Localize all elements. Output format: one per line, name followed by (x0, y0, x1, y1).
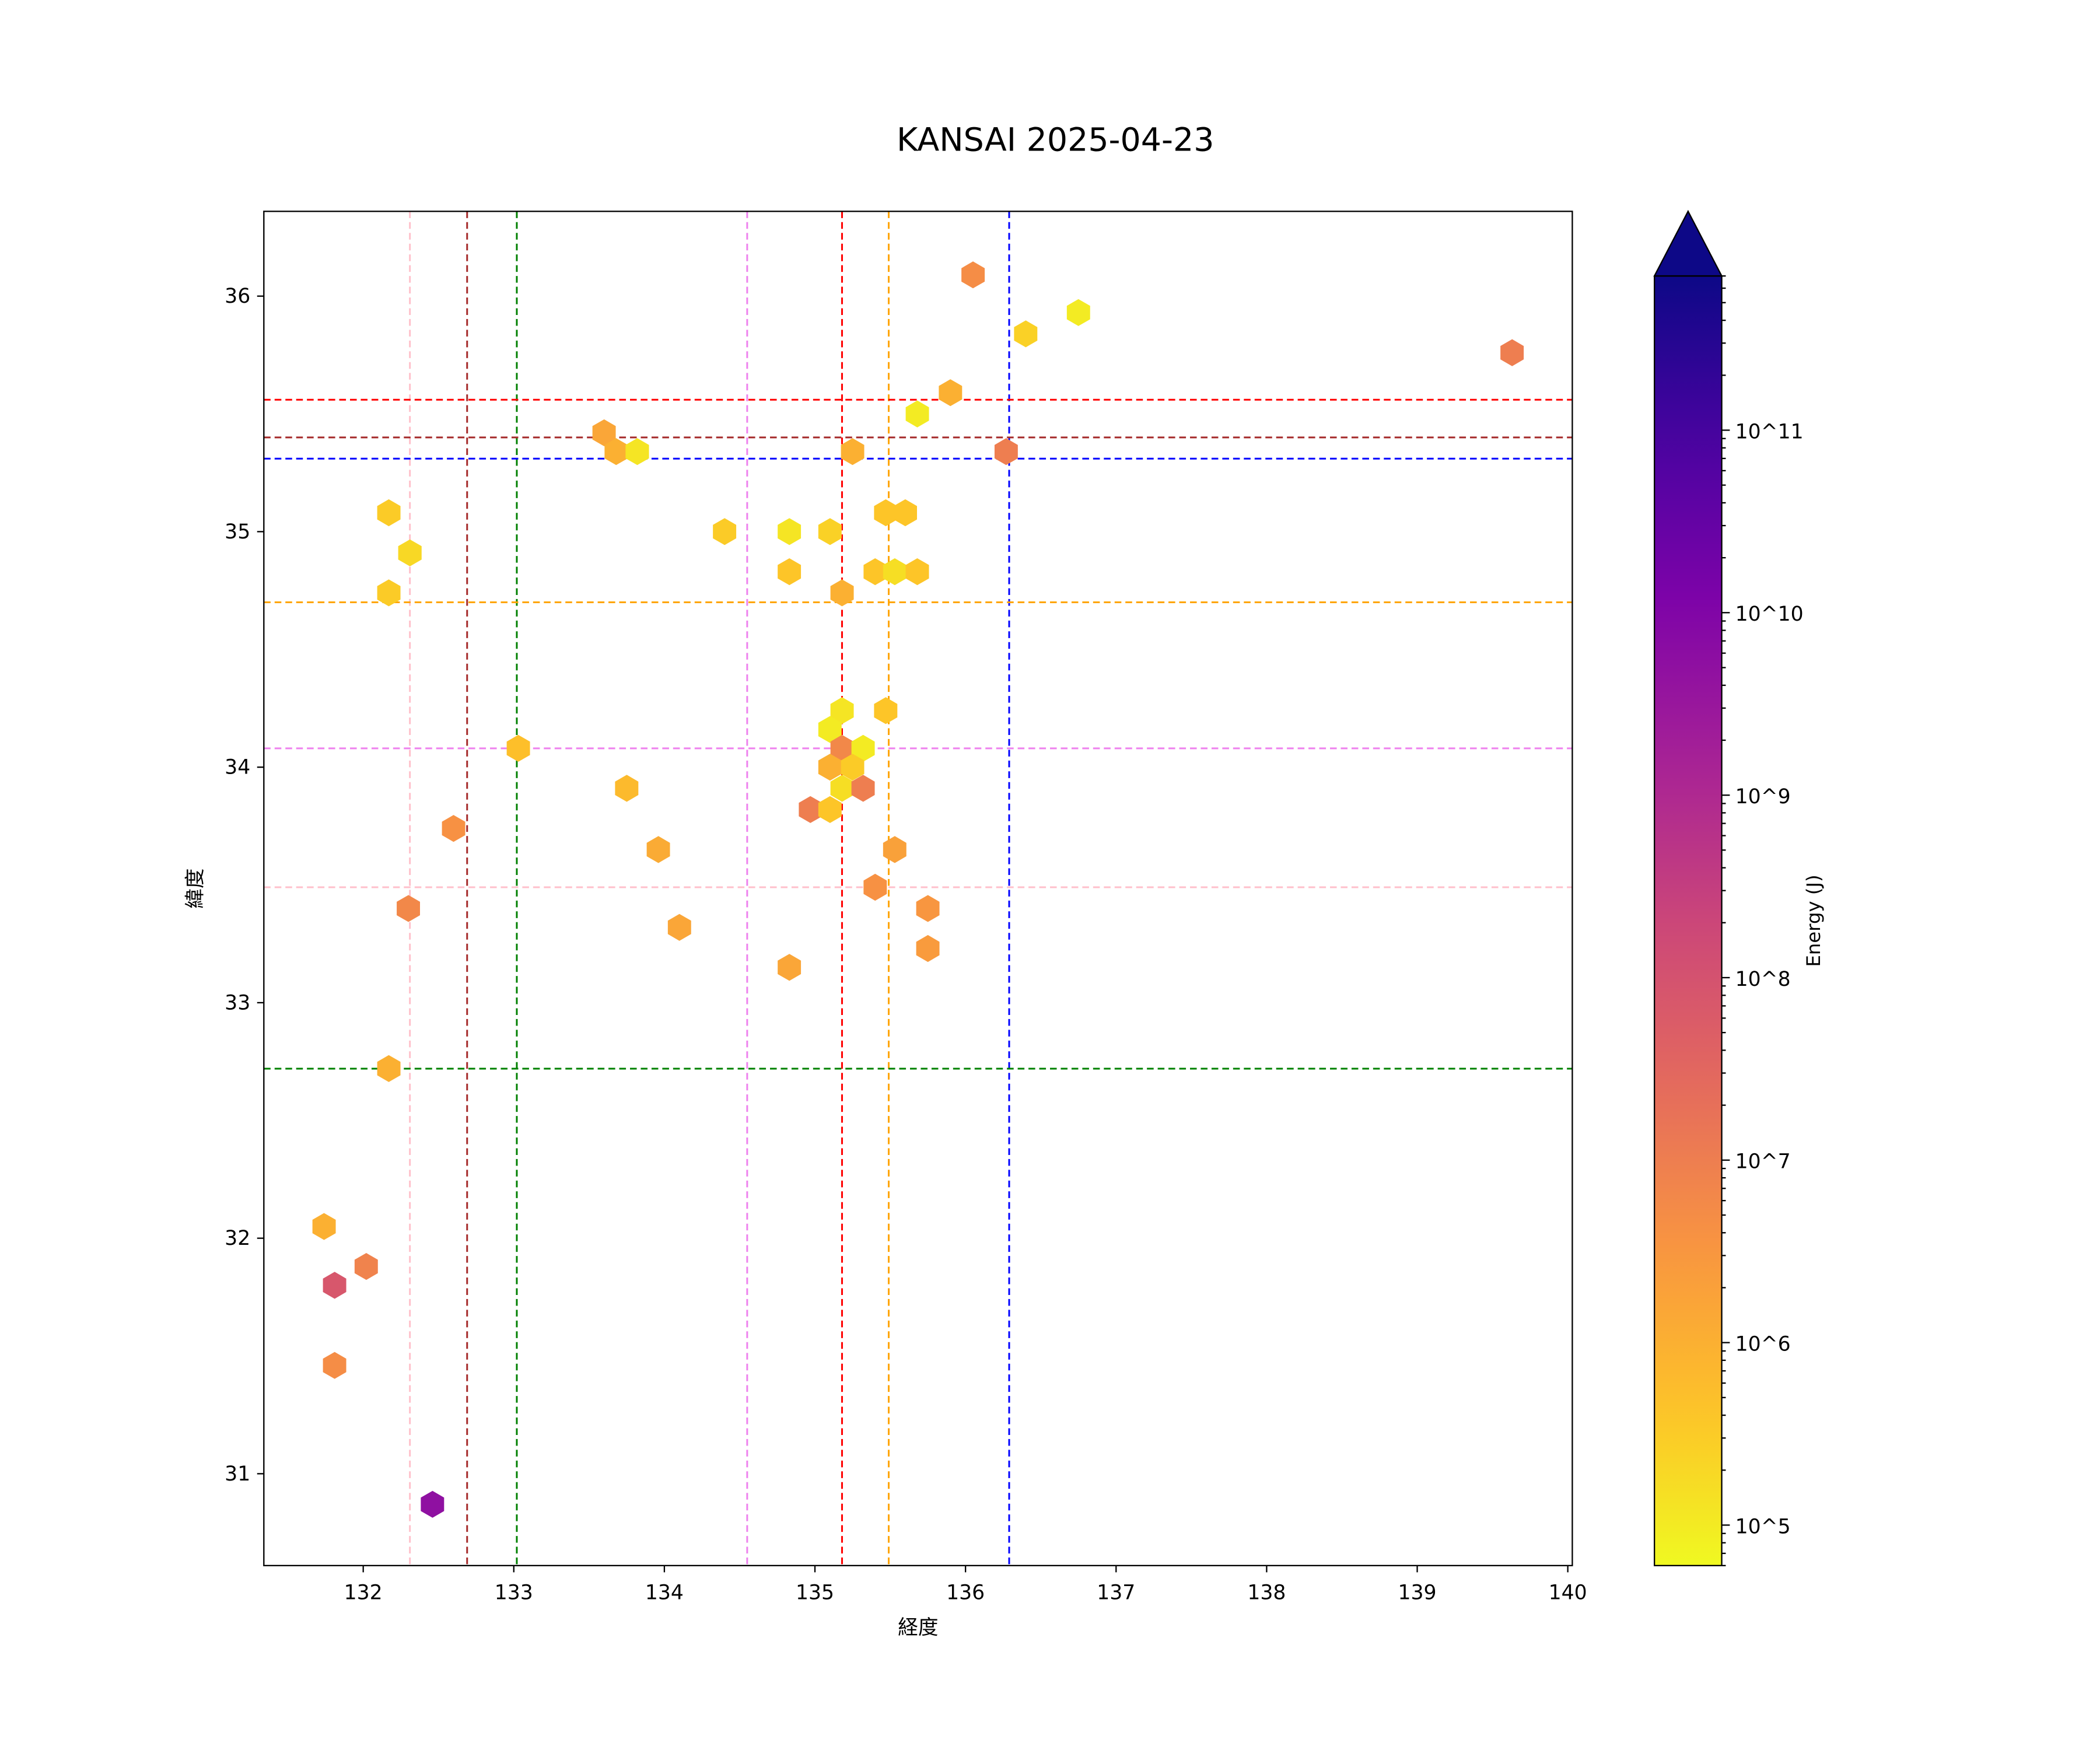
y-tick-label: 32 (225, 1227, 250, 1250)
y-tick-label: 33 (225, 991, 250, 1014)
colorbar-tick-label: 10^7 (1735, 1150, 1791, 1174)
hexbin-cell (830, 775, 854, 802)
hexbin-cell (818, 754, 842, 781)
hexbin-cell (905, 558, 929, 586)
x-axis: 132 133 134 135 136 137 138 139 140 (344, 1565, 1587, 1605)
hexbin-cell (604, 438, 628, 466)
hexbin-cell (874, 697, 898, 724)
hexbin-cell (421, 1490, 444, 1518)
x-tick-label: 135 (796, 1581, 834, 1605)
plot-frame (263, 211, 1573, 1566)
colorbar-tick-label: 10^8 (1735, 968, 1791, 991)
x-tick-label: 134 (645, 1581, 684, 1605)
hexbin-cell (615, 775, 639, 802)
hexbin-cell (818, 518, 842, 545)
hexbin-cell (354, 1253, 378, 1280)
hexbin-cell (778, 518, 802, 545)
x-tick-label: 136 (946, 1581, 985, 1605)
hexbin-cell (939, 379, 963, 407)
hexbin-cell (398, 539, 422, 566)
hexbin-cell (994, 438, 1018, 466)
hexbin-cell (883, 836, 907, 863)
x-tick-label: 138 (1247, 1581, 1286, 1605)
hexbin-cell (646, 836, 670, 863)
hexbin-cell (841, 754, 864, 781)
colorbar-tick-label: 10^11 (1735, 420, 1804, 443)
hexbin-cell (1066, 299, 1090, 326)
hexbin-cell (323, 1352, 346, 1379)
hexbin-cell (863, 558, 887, 586)
hexbin-cell (883, 558, 907, 586)
hexbin-cell (841, 438, 864, 466)
hexbin-cell (818, 796, 842, 823)
hexbin-cell (799, 796, 822, 823)
colorbar-tick-label: 10^10 (1735, 603, 1804, 626)
colorbar: 10^5 10^6 10^7 10^8 10^9 10^10 10^11 (1653, 209, 1804, 1566)
chart-title: KANSAI 2025-04-23 (897, 121, 1214, 159)
y-tick-label: 35 (225, 520, 250, 544)
hexbin-cell (851, 734, 875, 762)
hexbin-cell (1014, 320, 1038, 348)
hexbin-cell (377, 1055, 401, 1082)
hexbin-cell (625, 438, 649, 466)
reference-lines (264, 211, 1573, 1566)
hexbin-cell (397, 895, 420, 922)
hexbin-cell (377, 579, 401, 607)
x-tick-label: 137 (1097, 1581, 1135, 1605)
hexbin-cell (778, 558, 802, 586)
colorbar-tick-label: 10^6 (1735, 1332, 1791, 1356)
y-tick-label: 34 (225, 756, 250, 779)
hexbin-cells (312, 261, 1524, 1518)
hexbin-cell (961, 261, 985, 289)
colorbar-gradient (1654, 275, 1723, 1566)
hexbin-cell (667, 914, 691, 941)
hexbin-cell (818, 716, 842, 743)
y-tick-label: 31 (225, 1462, 250, 1486)
hexbin-cell (916, 935, 940, 963)
x-tick-label: 140 (1549, 1581, 1587, 1605)
colorbar-extend-arrow (1653, 209, 1723, 277)
hexbin-cell (442, 815, 466, 842)
colorbar-tick-label: 10^9 (1735, 785, 1791, 808)
colorbar-label: Energy (J) (1803, 874, 1825, 967)
hexbin-cell (377, 499, 401, 527)
hexbin-cell (1500, 339, 1524, 366)
hexbin-cell (905, 400, 929, 428)
hexbin-cell (830, 734, 854, 762)
hexbin-cell (851, 775, 875, 802)
x-tick-label: 139 (1398, 1581, 1436, 1605)
hexbin-cell (830, 697, 854, 724)
hexbin-cell (830, 579, 854, 607)
hexbin-cell (893, 499, 917, 527)
hexbin-cell (713, 518, 737, 545)
y-axis-label: 緯度 (184, 868, 207, 908)
hexbin-cell (874, 499, 898, 527)
hexbin-cell (323, 1272, 346, 1299)
y-axis: 31 32 33 34 35 36 (225, 285, 264, 1486)
y-tick-label: 36 (225, 285, 250, 308)
x-axis-label: 経度 (898, 1616, 938, 1640)
hexbin-cell (863, 873, 887, 901)
colorbar-tick-label: 10^5 (1735, 1515, 1791, 1538)
x-tick-label: 133 (495, 1581, 533, 1605)
x-tick-label: 132 (344, 1581, 383, 1605)
hexbin-cell (312, 1213, 336, 1240)
hexbin-cell (592, 419, 616, 446)
hexbin-cell (916, 895, 940, 922)
hexbin-cell (778, 954, 802, 981)
hexbin-cell (506, 734, 530, 762)
